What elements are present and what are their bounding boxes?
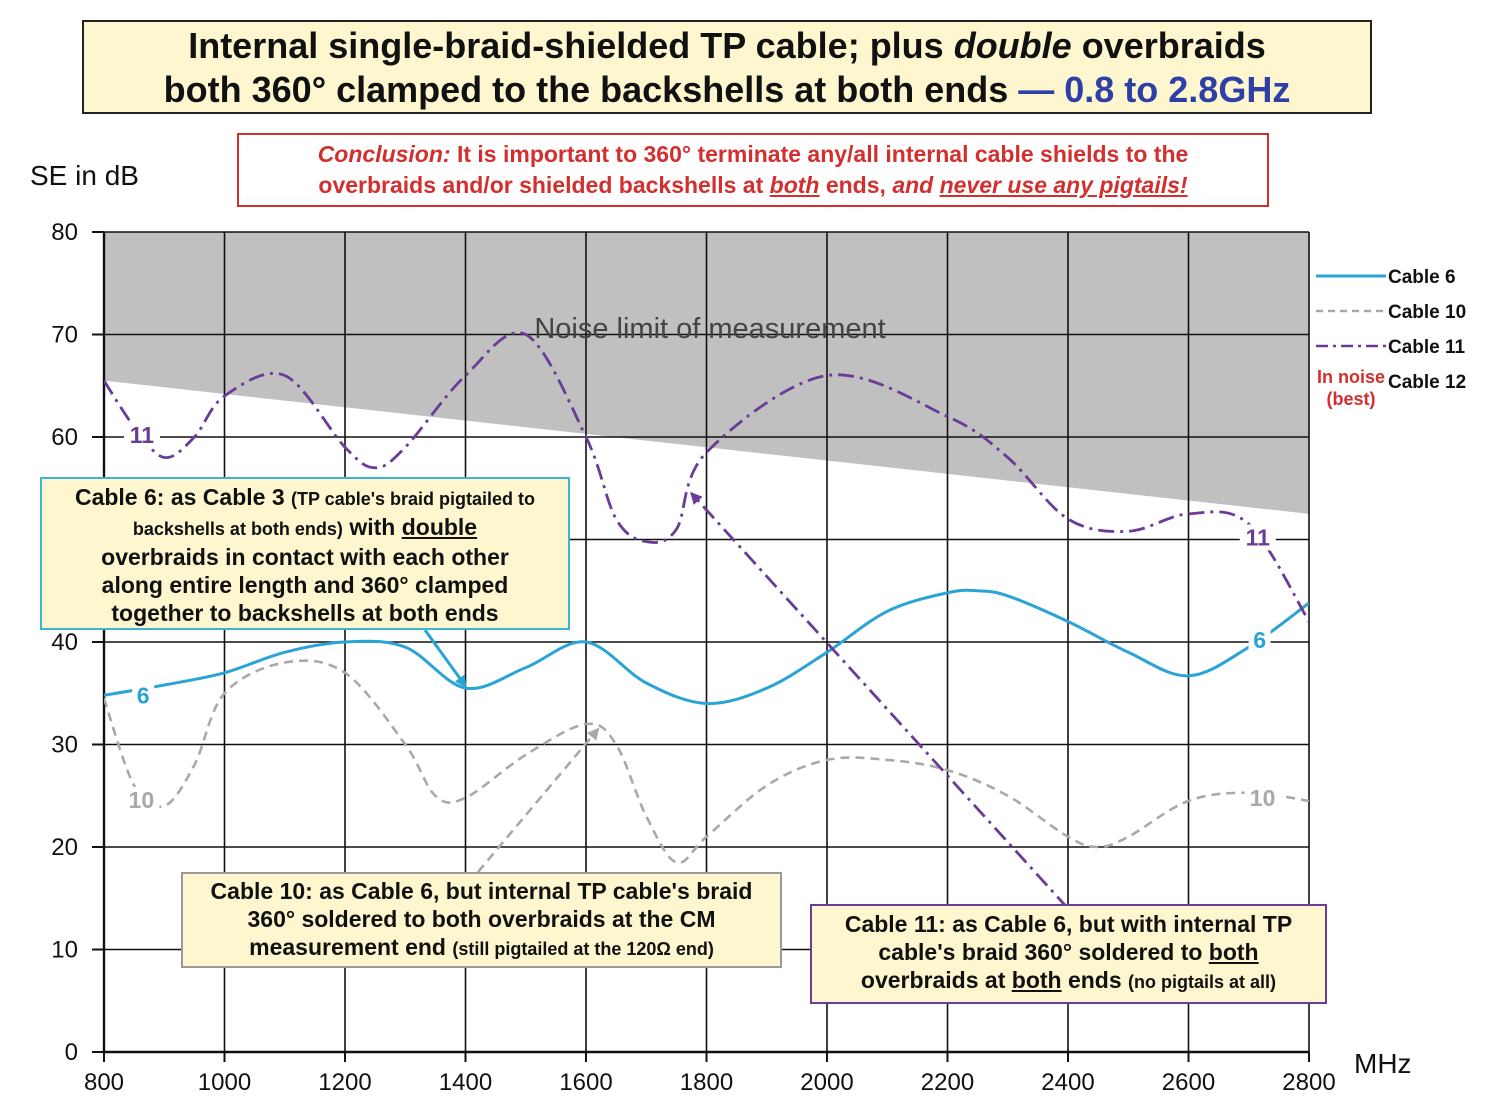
cable10-annotation: Cable 10: as Cable 6, but internal TP ca…	[181, 872, 782, 968]
x-tick-label: 1400	[439, 1069, 492, 1096]
x-tick-label: 2000	[800, 1069, 853, 1096]
x-tick-label: 2400	[1041, 1069, 1094, 1096]
series-label: 6	[137, 682, 150, 708]
cable6-pointer	[423, 629, 467, 688]
x-tick-label: 1800	[680, 1069, 733, 1096]
x-tick-label: 1600	[559, 1069, 612, 1096]
legend-best: (best)	[1327, 389, 1376, 409]
series-label-bg	[123, 786, 160, 813]
y-axis-label: SE in dB	[30, 160, 139, 191]
series-label: 10	[1250, 785, 1276, 811]
legend-label-cable11: Cable 11	[1388, 337, 1466, 358]
chart-title: Internal single-braid-shielded TP cable;…	[82, 20, 1372, 114]
legend-in-noise: In noise	[1317, 367, 1385, 387]
series-line-cable-6	[104, 588, 1309, 706]
cable11-annotation: Cable 11: as Cable 6, but with internal …	[810, 904, 1327, 1004]
x-tick-label: 2800	[1282, 1069, 1335, 1096]
series-label-bg	[123, 421, 160, 448]
y-tick-label: 0	[65, 1039, 78, 1066]
cable6-annotation: Cable 6: as Cable 3 (TP cable's braid pi…	[40, 477, 570, 630]
y-tick-label: 30	[51, 732, 78, 759]
series-label-bg	[1239, 524, 1276, 551]
series-label-bg	[1248, 626, 1271, 653]
legend-label-cable6: Cable 6	[1388, 267, 1456, 288]
conclusion-lead: Conclusion:	[317, 141, 451, 167]
x-tick-label: 2200	[921, 1069, 974, 1096]
series-label-bg	[1244, 784, 1281, 811]
series-label-bg	[132, 682, 155, 709]
cable11-pointer	[690, 491, 1070, 910]
legend-label-cable12: Cable 12	[1388, 372, 1466, 393]
frequency-range: — 0.8 to 2.8GHz	[1018, 69, 1291, 110]
series-line-cable-10	[104, 659, 1309, 865]
series-label: 10	[129, 787, 155, 813]
noise-limit-label: Noise limit of measurement	[534, 313, 886, 345]
y-tick-label: 20	[51, 834, 78, 861]
x-tick-label: 1000	[198, 1069, 251, 1096]
x-tick-label: 800	[84, 1069, 124, 1096]
x-tick-label: 1200	[318, 1069, 371, 1096]
x-axis-label: MHz	[1354, 1048, 1412, 1079]
y-tick-label: 70	[51, 322, 78, 349]
y-tick-label: 80	[51, 219, 78, 246]
series-label: 6	[1253, 627, 1266, 653]
series-label: 11	[1246, 524, 1271, 550]
y-tick-label: 10	[51, 937, 78, 964]
y-tick-label: 40	[51, 629, 78, 656]
series-label: 11	[130, 422, 155, 448]
legend-label-cable10: Cable 10	[1388, 302, 1466, 323]
conclusion-box: Conclusion: It is important to 360° term…	[237, 133, 1269, 207]
series-line-cable-11	[104, 331, 1309, 623]
y-tick-label: 60	[51, 424, 78, 451]
cable10-pointer	[477, 727, 600, 873]
x-tick-label: 2600	[1162, 1069, 1215, 1096]
